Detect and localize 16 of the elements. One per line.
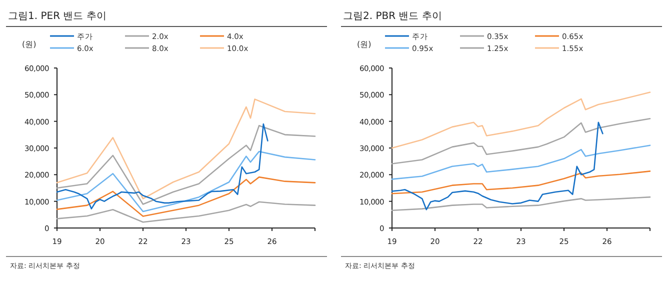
line-series [56, 98, 316, 200]
y-axis-title: (원) [357, 40, 372, 49]
chart-title: 그림2. PBR 밴드 추이 [343, 11, 442, 22]
line-series [56, 124, 316, 205]
y-axis-title: (원) [22, 40, 36, 49]
line-series [56, 150, 316, 212]
line-series [56, 123, 268, 210]
line-series [56, 201, 316, 223]
line-series [391, 118, 651, 164]
line-series [391, 92, 651, 149]
chart-title: 그림1. PER 밴드 추이 [8, 11, 106, 22]
line-series [391, 144, 651, 180]
line-series [391, 122, 604, 210]
line-series [56, 176, 316, 217]
line-series [391, 170, 651, 194]
line-series [391, 196, 651, 212]
